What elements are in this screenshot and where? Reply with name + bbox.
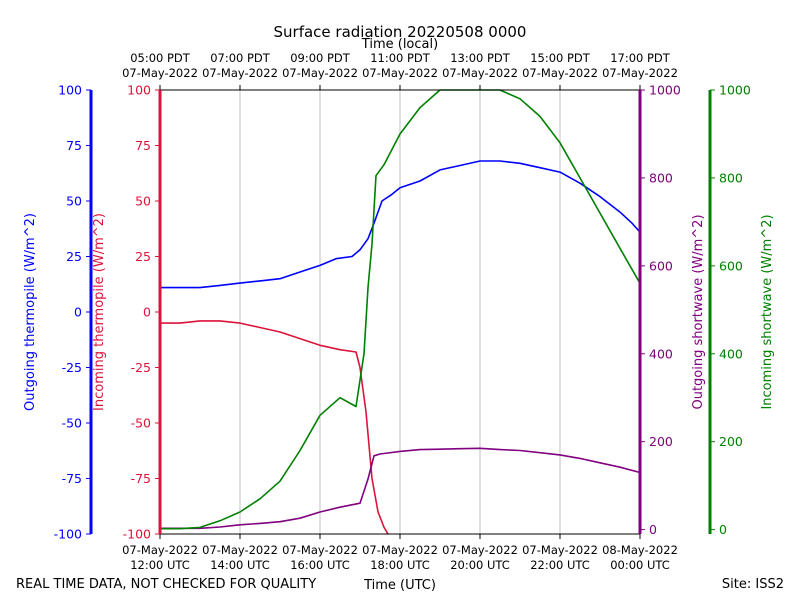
top-tick-label-date: 07-May-2022 [282, 66, 358, 80]
y-axis-label-outgoing-thermopile: Outgoing thermopile (W/m^2) [23, 213, 38, 411]
series-line-outgoing-shortwave [160, 447, 641, 530]
y-tick-label: 0 [143, 305, 151, 320]
x-tick-label-time: 12:00 UTC [130, 558, 190, 572]
x-axis-label: Time (UTC) [363, 578, 436, 593]
chart-title: Surface radiation 20220508 0000 [274, 23, 527, 41]
y-tick-label: 50 [135, 194, 151, 209]
top-tick-label-time: 13:00 PDT [450, 51, 511, 65]
y-tick-label: -75 [131, 471, 151, 486]
top-tick-label-time: 07:00 PDT [210, 51, 271, 65]
y-tick-label: 1000 [649, 83, 681, 98]
x-tick-label-date: 07-May-2022 [122, 543, 198, 557]
y-tick-label: -50 [131, 416, 151, 431]
y-tick-label: 50 [66, 194, 82, 209]
y-tick-label: -100 [54, 527, 82, 542]
axes [86, 85, 715, 539]
y-axis-label-incoming-thermopile: Incoming thermopile (W/m^2) [92, 213, 107, 411]
tick-labels: -100 -75 -50 -25 0 25 50 75 100 -100 -75 -50 -25 0 25 5… [54, 51, 751, 572]
y-tick-label: 0 [719, 522, 727, 537]
top-tick-label-time: 15:00 PDT [530, 51, 591, 65]
y-tick-label: -25 [131, 360, 151, 375]
top-tick-label-time: 11:00 PDT [370, 51, 431, 65]
x-tick-label-time: 20:00 UTC [450, 558, 510, 572]
x-tick-label-time: 18:00 UTC [370, 558, 430, 572]
y-tick-label: -25 [62, 360, 82, 375]
series-line-incoming-shortwave [160, 89, 641, 530]
x-tick-label-time: 00:00 UTC [610, 558, 670, 572]
y-tick-label: 1000 [719, 83, 751, 98]
y-tick-label: 100 [127, 83, 151, 98]
top-axis-title: Time (local) [361, 37, 438, 52]
x-tick-label-date: 07-May-2022 [442, 543, 518, 557]
top-tick-label-date: 07-May-2022 [522, 66, 598, 80]
y-axis-label-incoming-shortwave: Incoming shortwave (W/m^2) [760, 214, 775, 409]
top-tick-label-time: 09:00 PDT [290, 51, 351, 65]
plot-series [160, 89, 641, 535]
y-tick-label: 600 [649, 258, 673, 273]
top-tick-label-time: 17:00 PDT [610, 51, 671, 65]
x-tick-label-time: 22:00 UTC [530, 558, 590, 572]
top-tick-label-date: 07-May-2022 [362, 66, 438, 80]
y-tick-label: 75 [135, 138, 151, 153]
footer-disclaimer: REAL TIME DATA, NOT CHECKED FOR QUALITY [16, 577, 316, 592]
y-tick-label: -100 [123, 527, 151, 542]
y-tick-label: 800 [719, 170, 743, 185]
footer-site: Site: ISS2 [722, 577, 784, 592]
y-tick-label: 400 [649, 346, 673, 361]
y-axis-label-outgoing-shortwave: Outgoing shortwave (W/m^2) [691, 214, 706, 409]
x-tick-label-date: 07-May-2022 [282, 543, 358, 557]
y-tick-label: 200 [719, 434, 743, 449]
y-tick-label: 25 [66, 249, 82, 264]
y-tick-label: 0 [74, 305, 82, 320]
y-tick-label: 800 [649, 170, 673, 185]
top-tick-label-date: 07-May-2022 [602, 66, 678, 80]
y-tick-label: -75 [62, 471, 82, 486]
y-tick-label: 100 [58, 83, 82, 98]
x-tick-label-time: 14:00 UTC [210, 558, 270, 572]
series-line-outgoing-thermopile [160, 160, 641, 289]
y-tick-label: -50 [62, 416, 82, 431]
x-tick-label-date: 07-May-2022 [362, 543, 438, 557]
x-tick-label-date: 08-May-2022 [602, 543, 678, 557]
grid [239, 90, 561, 534]
y-tick-label: 400 [719, 346, 743, 361]
top-tick-label-time: 05:00 PDT [130, 51, 191, 65]
y-tick-label: 200 [649, 434, 673, 449]
series-line-incoming-thermopile [160, 320, 389, 535]
x-tick-label-time: 16:00 UTC [290, 558, 350, 572]
y-tick-label: 25 [135, 249, 151, 264]
top-tick-label-date: 07-May-2022 [442, 66, 518, 80]
y-tick-label: 600 [719, 258, 743, 273]
y-tick-label: 75 [66, 138, 82, 153]
x-tick-label-date: 07-May-2022 [202, 543, 278, 557]
top-tick-label-date: 07-May-2022 [202, 66, 278, 80]
y-tick-label: 0 [649, 522, 657, 537]
top-tick-label-date: 07-May-2022 [122, 66, 198, 80]
x-tick-label-date: 07-May-2022 [522, 543, 598, 557]
